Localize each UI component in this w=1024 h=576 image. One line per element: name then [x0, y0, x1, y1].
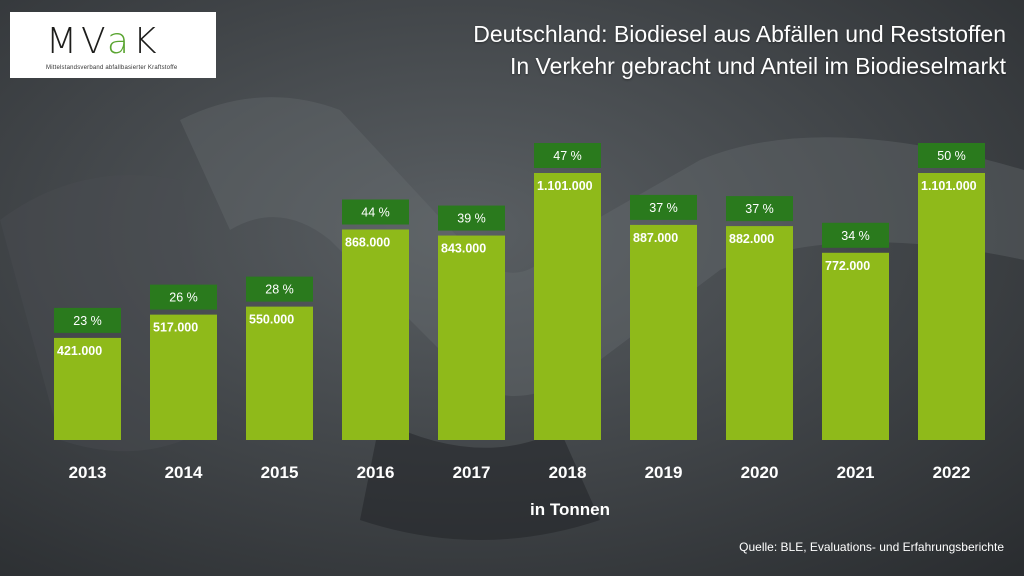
bar: [438, 235, 505, 440]
source-note: Quelle: BLE, Evaluations- und Erfahrungs…: [739, 540, 1004, 554]
share-label: 44 %: [361, 206, 390, 220]
share-box: [726, 196, 793, 222]
x-tick-label: 2015: [261, 463, 299, 482]
bar-value-label: 772.000: [825, 259, 870, 273]
x-tick-label: 2022: [933, 463, 971, 482]
bar: [630, 224, 697, 440]
share-box: [438, 205, 505, 231]
x-tick-label: 2017: [453, 463, 491, 482]
share-label: 28 %: [265, 283, 294, 297]
bar-value-label: 517.000: [153, 321, 198, 335]
chart-title: Deutschland: Biodiesel aus Abfällen und …: [473, 18, 1006, 82]
share-label: 50 %: [937, 149, 966, 163]
bar: [150, 314, 217, 440]
x-tick-label: 2014: [165, 463, 203, 482]
share-box: [822, 222, 889, 248]
bar-value-label: 1.101.000: [921, 179, 977, 193]
unit-label: in Tonnen: [530, 500, 610, 519]
bar-value-label: 550.000: [249, 313, 294, 327]
share-label: 34 %: [841, 229, 870, 243]
bar: [534, 173, 601, 440]
x-tick-label: 2021: [837, 463, 875, 482]
share-box: [246, 276, 313, 302]
share-box: [150, 284, 217, 310]
bar-value-label: 868.000: [345, 236, 390, 250]
share-label: 37 %: [745, 202, 774, 216]
bar: [918, 173, 985, 440]
bar-value-label: 421.000: [57, 344, 102, 358]
share-label: 26 %: [169, 291, 198, 305]
share-label: 47 %: [553, 149, 582, 163]
bar-value-label: 843.000: [441, 242, 486, 256]
logo-wordmark: MVaK: [46, 21, 161, 62]
share-box: [54, 307, 121, 333]
x-tick-label: 2016: [357, 463, 395, 482]
bar: [246, 306, 313, 440]
share-box: [918, 143, 985, 168]
logo-subtitle: Mittelstandsverband abfallbasierter Kraf…: [46, 65, 178, 71]
share-box: [534, 143, 601, 168]
x-tick-label: 2019: [645, 463, 683, 482]
bar-value-label: 1.101.000: [537, 179, 593, 193]
share-box: [630, 194, 697, 220]
bar-value-label: 882.000: [729, 232, 774, 246]
bar: [726, 226, 793, 440]
bar-value-label: 887.000: [633, 231, 678, 245]
chart-title-line-2: In Verkehr gebracht und Anteil im Biodie…: [509, 53, 1006, 79]
share-label: 37 %: [649, 201, 678, 215]
chart-title-line-1: Deutschland: Biodiesel aus Abfällen und …: [473, 21, 1006, 47]
share-label: 23 %: [73, 314, 102, 328]
bar: [342, 229, 409, 440]
share-box: [342, 199, 409, 225]
x-tick-label: 2018: [549, 463, 587, 482]
x-tick-label: 2020: [741, 463, 779, 482]
x-tick-label: 2013: [69, 463, 107, 482]
bar: [54, 337, 121, 440]
share-label: 39 %: [457, 212, 486, 226]
logo: MVaK Mittelstandsverband abfallbasierter…: [10, 12, 216, 78]
bar: [822, 252, 889, 440]
